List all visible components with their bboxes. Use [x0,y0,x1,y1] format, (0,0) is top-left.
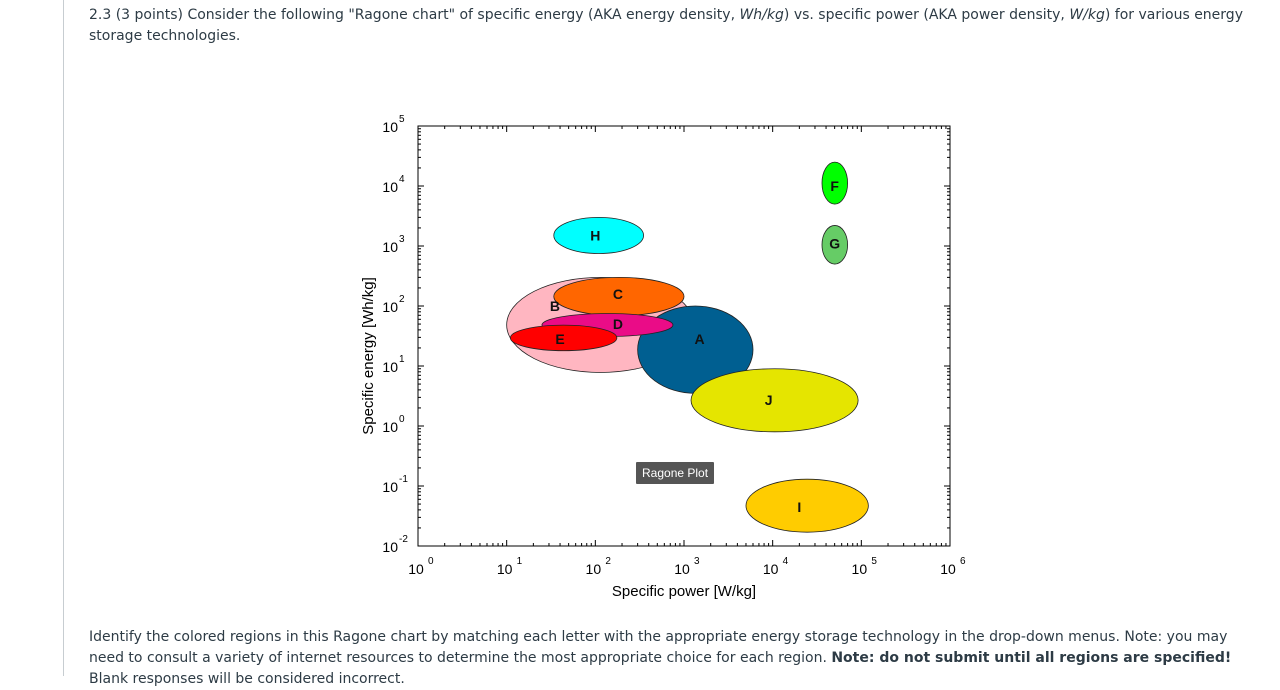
region-label-d: D [613,316,623,332]
region-label-b: B [550,298,560,314]
region-label-g: G [829,236,840,252]
region-label-e: E [555,331,564,347]
x-tick-label-exp: 3 [694,556,700,567]
y-tick-label-exp: 1 [399,354,405,365]
content-left-border [63,0,64,676]
y-tick-label-base: 10 [382,299,398,315]
x-tick-label-base: 10 [852,561,868,577]
y-tick-label-base: 10 [382,539,398,555]
y-axis-label: Specific energy [Wh/kg] [360,277,377,435]
instructions-body: Identify the colored regions in this Rag… [89,629,1228,666]
region-label-j: J [765,392,773,408]
region-i [745,478,869,533]
region-label-i: I [797,499,801,515]
unit-energy: Wh/kg [739,7,784,23]
y-tick-label-base: 10 [382,179,398,195]
region-label-h: H [590,227,600,243]
region-h [553,216,644,254]
y-tick-label-exp: 3 [399,234,405,245]
x-tick-label-base: 10 [586,561,602,577]
x-tick-label-base: 10 [408,561,424,577]
x-tick-label-base: 10 [497,561,513,577]
question-text-part: Consider the following "Ragone chart" of… [187,7,740,23]
y-tick-label-exp: -2 [399,534,408,545]
x-tick-label-base: 10 [674,561,690,577]
x-tick-label-exp: 2 [605,556,611,567]
instructions-warning: Note: do not submit until all regions ar… [831,650,1232,666]
y-tick-label-base: 10 [382,359,398,375]
x-tick-label-exp: 0 [428,556,434,567]
instructions-text: Identify the colored regions in this Rag… [89,627,1264,690]
x-tick-label-exp: 6 [960,556,966,567]
question-points: (3 points) [115,7,183,23]
y-tick-label-exp: 4 [399,174,405,185]
x-tick-label-exp: 4 [783,556,789,567]
region-e [509,324,618,352]
chart-tooltip: Ragone Plot [636,462,715,484]
y-tick-label-exp: 5 [399,114,405,125]
x-axis-label: Specific power [W/kg] [612,583,756,600]
unit-power: W/kg [1069,7,1105,23]
y-tick-label-base: 10 [382,239,398,255]
y-tick-label-exp: 2 [399,294,405,305]
instructions-tail: Blank responses will be considered incor… [89,671,405,687]
y-tick-label-base: 10 [382,479,398,495]
question-text: 2.3 (3 points) Consider the following "R… [89,5,1264,47]
region-j [690,368,859,433]
y-tick-label-exp: 0 [399,414,405,425]
x-tick-label-base: 10 [940,561,956,577]
region-f [821,161,848,205]
x-tick-label-base: 10 [763,561,779,577]
x-tick-label-exp: 5 [871,556,877,567]
ragone-chart[interactable]: B A C D E H F G J I 10 0 10 1 10 2 10 3 10 4 10 5 10 6 10 -2 10 -1 1… [340,100,980,610]
region-label-c: C [613,286,623,302]
x-tick-label-exp: 1 [517,556,523,567]
y-tick-label-base: 10 [382,119,398,135]
y-tick-label-exp: -1 [399,474,408,485]
question-text-part: ) for various energy storage technologie… [89,7,1243,44]
y-tick-label-base: 10 [382,419,398,435]
question-text-part: ) vs. specific power (AKA power density, [783,7,1070,23]
region-label-f: F [830,178,839,194]
region-g [821,225,848,265]
question-number: 2.3 [89,7,112,23]
region-label-a: A [695,331,705,347]
